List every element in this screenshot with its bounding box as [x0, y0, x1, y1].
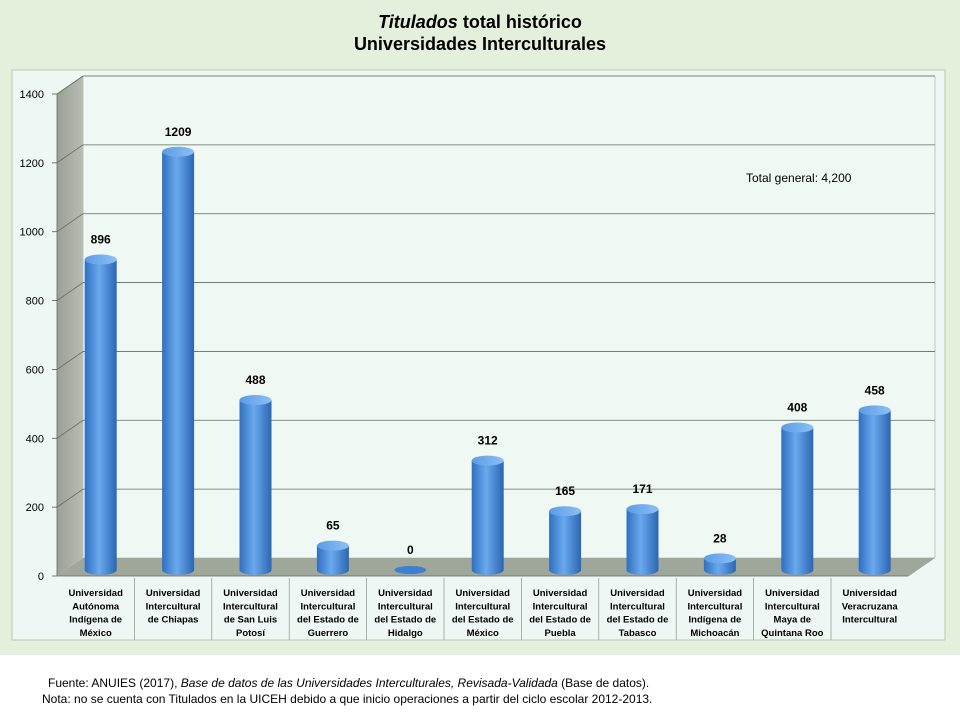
chart-subtitle: Universidades Interculturales — [353, 34, 607, 54]
bar — [703, 553, 736, 575]
footnote: Nota: no se cuenta con Titulados en la U… — [42, 692, 653, 706]
y-tick-label: 600 — [26, 364, 44, 376]
x-tick-label: Universidad Intercultural del Estado de Gue… — [297, 588, 359, 639]
grid-line-side — [56, 419, 84, 439]
grid-line-side — [56, 144, 84, 164]
value-labels: 896 1209 488 65 0 312 165 171 28 408 458 — [91, 125, 885, 557]
source-prefix: Fuente: ANUIES (2017), — [48, 676, 181, 690]
bar-cap — [239, 394, 272, 405]
bar — [858, 405, 891, 575]
x-tick-label: Universidad Intercultural del Estado de Hid… — [374, 588, 436, 639]
source-note: Fuente: ANUIES (2017), Base de datos de … — [42, 675, 942, 691]
y-tick-label: 1400 — [20, 89, 44, 101]
bar-cap — [471, 455, 504, 466]
bar-body — [781, 427, 814, 575]
bar-cap — [703, 553, 736, 564]
value-label: 488 — [245, 373, 265, 387]
chart-title-italic: Titulados — [378, 12, 458, 32]
bar-body — [316, 545, 349, 575]
value-label: 65 — [326, 519, 340, 533]
x-tick-label: Universidad Autónoma Indígena de México — [69, 588, 124, 639]
chart-title-line1: Titulados total histórico — [0, 11, 960, 33]
x-tick-label: Universidad Intercultural de Chiapas — [146, 588, 201, 626]
value-label: 1209 — [165, 125, 192, 139]
bar — [394, 566, 427, 574]
grid-line-side — [56, 282, 84, 301]
y-tick-label: 800 — [26, 296, 44, 308]
x-axis-labels: Universidad Autónoma Indígena de México Univ… — [57, 575, 909, 640]
y-tick-label: 400 — [26, 433, 44, 445]
value-label: 896 — [91, 233, 111, 247]
value-label: 0 — [407, 543, 414, 557]
bar-cap — [549, 506, 582, 517]
value-label: 171 — [632, 482, 652, 496]
bar-body — [549, 511, 582, 575]
bar-cap — [162, 146, 195, 157]
bar-body — [858, 410, 891, 575]
bar — [626, 504, 659, 575]
x-tick-label: Universidad Intercultural del Estado de Pue… — [529, 588, 591, 639]
value-label: 408 — [787, 401, 807, 415]
y-tick-label: 1000 — [20, 227, 44, 239]
x-tick-label: Universidad Intercultural de San Luis Potos… — [223, 588, 278, 639]
value-label: 312 — [478, 434, 498, 448]
bar-cap — [394, 566, 427, 574]
x-tick-label: Universidad Intercultural del Estado de Tab… — [607, 588, 669, 639]
chart-title-rest: total histórico — [457, 12, 582, 32]
bar-body — [162, 151, 195, 575]
x-tick-label: Universidad Intercultural Indígena de Micho… — [687, 588, 742, 639]
bar — [781, 422, 814, 575]
bar-body — [626, 509, 659, 575]
grid-line-side — [56, 75, 84, 95]
x-tick-label: Universidad Intercultural Maya de Quintana … — [761, 588, 823, 639]
value-label: 458 — [865, 383, 885, 397]
bar — [549, 506, 582, 575]
bar — [239, 394, 272, 575]
grid-line-side — [56, 351, 84, 370]
bar-cap — [858, 405, 891, 416]
bar — [316, 540, 349, 575]
footer: Fuente: ANUIES (2017), Base de datos de … — [42, 675, 942, 707]
bar-cap — [316, 540, 349, 551]
bars — [84, 146, 891, 575]
y-tick-label: 0 — [38, 571, 44, 583]
bar — [162, 146, 195, 575]
grid-line-side — [56, 213, 84, 233]
bar-chart: 0 200 400 600 800 1000 1200 1400 896 1209 488 65 0 3… — [11, 69, 946, 641]
bar-cap — [781, 422, 814, 433]
bar-cap — [626, 504, 659, 515]
grid-line-side — [56, 488, 84, 508]
chart-title: Titulados total histórico Universidades … — [0, 11, 960, 55]
source-title: Base de datos de las Universidades Inter… — [180, 676, 558, 690]
bar-cap — [84, 254, 117, 265]
y-tick-label: 200 — [26, 502, 44, 514]
x-tick-label: Universidad Veracruzana Intercultural — [842, 588, 899, 626]
y-axis: 0 200 400 600 800 1000 1200 1400 — [20, 89, 58, 583]
value-label: 28 — [713, 531, 727, 545]
side-wall — [57, 76, 83, 576]
y-tick-label: 1200 — [20, 158, 44, 170]
bar-body — [239, 399, 272, 575]
bar — [471, 455, 504, 575]
value-label: 165 — [555, 484, 575, 498]
bar-body — [84, 259, 117, 575]
total-annotation: Total general: 4,200 — [746, 171, 852, 185]
source-suffix: (Base de datos). — [557, 676, 650, 690]
bar — [84, 254, 117, 575]
bar-body — [471, 460, 504, 575]
x-tick-label: Universidad Intercultural del Estado de Méx… — [452, 588, 514, 639]
